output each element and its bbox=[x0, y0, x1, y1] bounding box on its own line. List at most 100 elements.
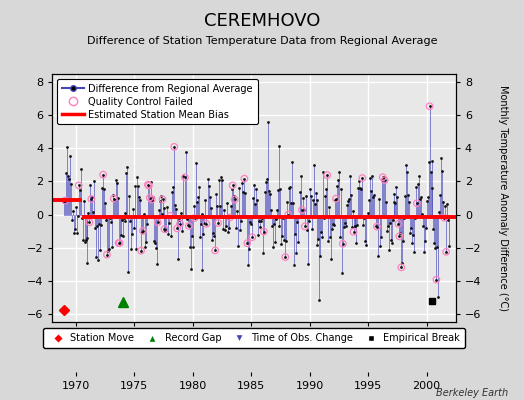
Point bbox=[114, 240, 123, 246]
Point bbox=[139, 228, 147, 234]
Point bbox=[246, 219, 255, 225]
Point bbox=[286, 184, 294, 190]
Point bbox=[378, 177, 386, 184]
Point bbox=[234, 185, 243, 191]
Point bbox=[239, 189, 248, 195]
Point bbox=[225, 225, 233, 232]
Point bbox=[137, 248, 145, 254]
Point bbox=[276, 186, 285, 192]
Point bbox=[154, 219, 162, 226]
Point bbox=[181, 174, 189, 181]
Point bbox=[281, 254, 290, 260]
Point bbox=[358, 175, 366, 181]
Point bbox=[106, 215, 114, 222]
Point bbox=[362, 242, 370, 248]
Point bbox=[363, 214, 372, 221]
Point bbox=[354, 184, 363, 191]
Point bbox=[445, 243, 453, 249]
Point bbox=[379, 174, 387, 180]
Point bbox=[291, 231, 299, 237]
Point bbox=[198, 210, 206, 217]
Point bbox=[214, 220, 222, 226]
Point bbox=[420, 237, 429, 244]
Point bbox=[364, 210, 373, 216]
Point bbox=[148, 196, 156, 203]
Point bbox=[355, 177, 364, 184]
Point bbox=[108, 192, 117, 199]
Point bbox=[228, 182, 237, 189]
Point bbox=[292, 250, 300, 256]
Point bbox=[64, 173, 72, 179]
Point bbox=[157, 211, 166, 217]
Point bbox=[395, 233, 403, 240]
Point bbox=[240, 176, 248, 182]
Point bbox=[142, 239, 150, 246]
Point bbox=[102, 217, 110, 223]
Point bbox=[195, 234, 204, 240]
Point bbox=[435, 208, 443, 215]
Point bbox=[82, 260, 91, 266]
Point bbox=[137, 248, 145, 254]
Point bbox=[184, 223, 193, 229]
Point bbox=[398, 260, 407, 266]
Point bbox=[339, 240, 347, 247]
Point bbox=[436, 192, 444, 198]
Point bbox=[110, 196, 118, 202]
Point bbox=[332, 196, 340, 202]
Point bbox=[268, 244, 277, 250]
Point bbox=[428, 185, 436, 192]
Point bbox=[433, 244, 442, 250]
Point bbox=[353, 222, 362, 228]
Point bbox=[350, 229, 358, 235]
Point bbox=[383, 228, 391, 234]
Point bbox=[256, 224, 264, 230]
Point bbox=[71, 226, 79, 232]
Point bbox=[274, 143, 282, 149]
Point bbox=[151, 245, 160, 251]
Point bbox=[72, 204, 80, 210]
Point bbox=[202, 221, 211, 227]
Point bbox=[149, 194, 157, 200]
Point bbox=[209, 230, 217, 236]
Text: CEREMHOVO: CEREMHOVO bbox=[204, 12, 320, 30]
Point bbox=[138, 228, 146, 235]
Point bbox=[339, 240, 347, 247]
Point bbox=[330, 222, 339, 229]
Point bbox=[67, 181, 75, 187]
Point bbox=[85, 219, 94, 226]
Point bbox=[131, 183, 139, 189]
Point bbox=[319, 168, 328, 175]
Point bbox=[344, 197, 352, 204]
Point bbox=[95, 221, 103, 227]
Point bbox=[115, 240, 124, 246]
Point bbox=[233, 242, 242, 249]
Point bbox=[250, 182, 258, 188]
Point bbox=[191, 215, 199, 221]
Point bbox=[222, 223, 230, 229]
Point bbox=[122, 170, 130, 176]
Point bbox=[442, 248, 450, 255]
Point bbox=[334, 176, 342, 183]
Point bbox=[301, 223, 309, 230]
Point bbox=[107, 218, 115, 225]
Point bbox=[387, 240, 396, 246]
Point bbox=[156, 198, 164, 204]
Point bbox=[324, 238, 332, 244]
Point bbox=[173, 225, 181, 232]
Point bbox=[121, 218, 129, 225]
Point bbox=[141, 244, 149, 250]
Point bbox=[128, 231, 137, 238]
Point bbox=[298, 207, 306, 213]
Point bbox=[379, 174, 387, 180]
Point bbox=[318, 234, 326, 240]
Point bbox=[164, 231, 172, 238]
Point bbox=[347, 224, 356, 230]
Point bbox=[357, 186, 366, 193]
Point bbox=[114, 240, 123, 246]
Point bbox=[369, 194, 377, 200]
Point bbox=[424, 159, 433, 165]
Point bbox=[61, 197, 69, 204]
Point bbox=[200, 220, 209, 226]
Point bbox=[83, 234, 92, 241]
Point bbox=[416, 196, 424, 202]
